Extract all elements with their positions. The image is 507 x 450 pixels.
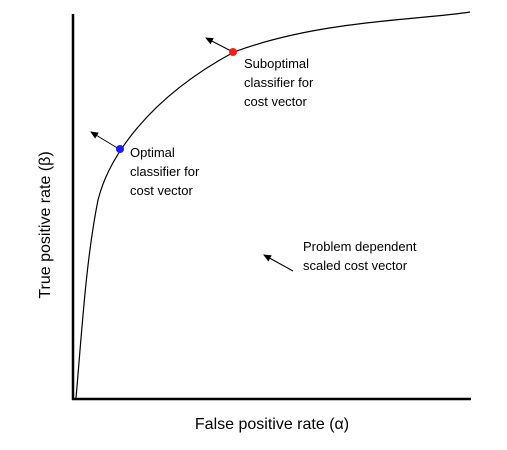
arrow-suboptimal — [205, 37, 234, 53]
arrow-cost-vector — [263, 254, 294, 272]
suboptimal-point — [229, 48, 237, 56]
suboptimal-label: Suboptimal classifier for cost vector — [244, 56, 317, 109]
optimal-point — [116, 145, 124, 153]
y-axis-label: True positive rate (β) — [37, 151, 54, 298]
roc-curve — [75, 11, 471, 399]
optimal-label: Optimal classifier for cost vector — [130, 145, 203, 198]
x-axis-label: False positive rate (α) — [195, 416, 349, 433]
arrow-optimal — [90, 131, 120, 150]
cost-vector-label: Problem dependent scaled cost vector — [303, 239, 420, 273]
